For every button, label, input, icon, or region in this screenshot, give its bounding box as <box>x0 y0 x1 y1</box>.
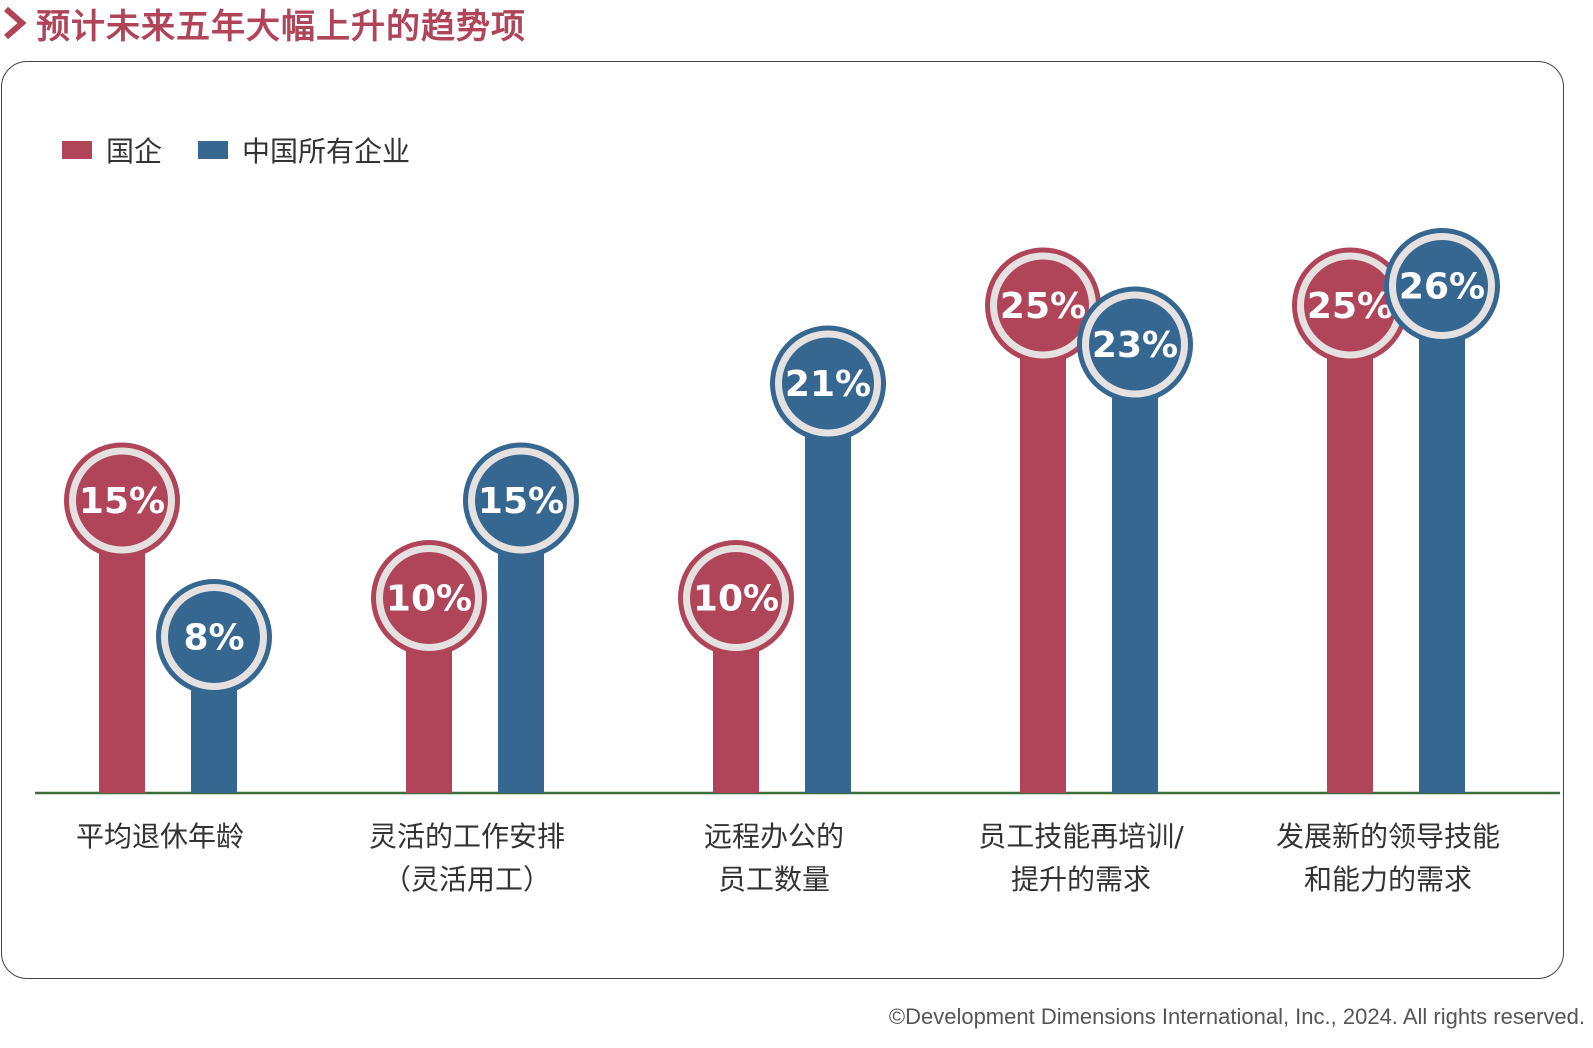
bubble-fill <box>997 259 1089 352</box>
legend-item-all: 中国所有企业 <box>198 130 410 170</box>
category-label-line: 平均退休年龄 <box>75 820 244 853</box>
data-label: 21% <box>785 364 871 405</box>
bubble-fill <box>76 454 168 547</box>
legend-label-soe: 国企 <box>106 135 163 168</box>
bar-all-3: 21% <box>770 325 886 793</box>
bar-soe-1: 15% <box>64 442 180 793</box>
bar-soe-3: 10% <box>678 540 794 793</box>
bar-soe-5: 25% <box>1292 247 1408 793</box>
category-label-4: 员工技能再培训/提升的需求 <box>931 815 1231 901</box>
category-label-line: 提升的需求 <box>1010 863 1151 896</box>
bar-rect <box>1419 286 1465 793</box>
bubble-fill <box>1396 240 1488 332</box>
bubble-fill <box>782 337 874 430</box>
category-label-5: 发展新的领导技能 和能力的需求 <box>1238 815 1538 901</box>
data-label: 15% <box>478 481 564 522</box>
legend-swatch-all <box>198 141 229 159</box>
category-label-3: 远程办公的 员工数量 <box>624 815 924 901</box>
bubble-fill <box>690 552 782 644</box>
category-label-line: 员工数量 <box>717 863 830 896</box>
legend-swatch-soe <box>62 141 92 159</box>
category-label-line: 灵活的工作安排 <box>368 820 565 853</box>
copyright-footer: ©Development Dimensions International, I… <box>888 1004 1585 1029</box>
bubble-fill <box>475 454 567 547</box>
bar-all-1: 8% <box>156 579 272 793</box>
bar-rect <box>805 383 851 793</box>
data-label: 23% <box>1092 325 1178 366</box>
legend: 国企 中国所有企业 <box>62 130 446 170</box>
page-title: 预计未来五年大幅上升的趋势项 <box>36 6 526 47</box>
category-label-2: 灵活的工作安排 （灵活用工） <box>317 815 617 901</box>
bar-rect <box>1112 344 1158 793</box>
chart-card <box>1 61 1564 979</box>
category-label-line: 和能力的需求 <box>1303 863 1472 896</box>
category-label-line: 远程办公的 <box>703 820 844 853</box>
bar-all-5: 26% <box>1384 228 1500 793</box>
data-label: 25% <box>1000 286 1086 327</box>
chevron-right-icon <box>4 6 27 40</box>
bubble-fill <box>383 552 475 644</box>
category-label-line: （灵活用工） <box>382 863 551 896</box>
bubble-fill <box>168 591 260 683</box>
data-label: 25% <box>1307 286 1393 327</box>
data-label: 15% <box>79 481 165 522</box>
legend-label-all: 中国所有企业 <box>242 135 411 168</box>
bar-rect <box>1020 305 1066 793</box>
data-label: 26% <box>1399 267 1485 308</box>
category-label-line: 员工技能再培训/ <box>978 820 1184 853</box>
legend-item-soe: 国企 <box>62 130 162 170</box>
category-label-line: 发展新的领导技能 <box>1275 820 1500 853</box>
bar-soe-2: 10% <box>371 540 487 793</box>
bubble-fill <box>1089 298 1181 391</box>
data-label: 8% <box>183 618 244 659</box>
data-label: 10% <box>693 579 779 620</box>
bar-soe-4: 25% <box>985 247 1101 793</box>
bar-all-2: 15% <box>463 442 579 793</box>
data-label: 10% <box>386 579 472 620</box>
bar-all-4: 23% <box>1077 286 1193 793</box>
category-label-1: 平均退休年龄 <box>10 815 310 858</box>
header: 预计未来五年大幅上升的趋势项 <box>0 0 526 47</box>
bubble-fill <box>1304 259 1396 352</box>
bar-rect <box>1327 305 1373 793</box>
